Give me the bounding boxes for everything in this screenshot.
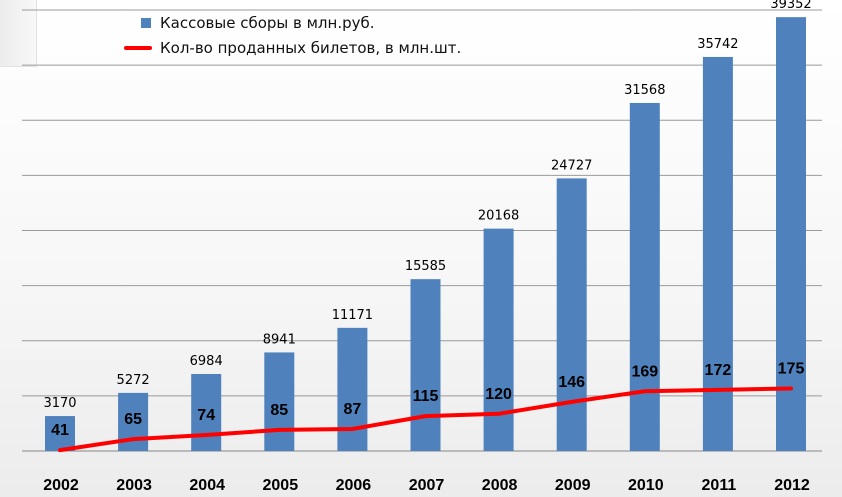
bar bbox=[337, 327, 368, 451]
bar-value-labels: 3170 5272 6984 8941 11171 15585 20168 24727 3156… bbox=[43, 0, 811, 411]
x-tick-label: 2004 bbox=[189, 477, 225, 494]
bar bbox=[483, 228, 514, 451]
bar-value-label: 35742 bbox=[697, 37, 738, 52]
bar-value-label: 31568 bbox=[624, 83, 665, 98]
line-value-labels: 41 65 74 85 87 115 120 146 169 172 175 bbox=[51, 361, 804, 440]
legend-bar-swatch bbox=[141, 17, 151, 28]
corner-shading bbox=[0, 0, 37, 67]
x-tick-label: 2003 bbox=[116, 477, 152, 494]
bar-value-label: 39352 bbox=[770, 0, 811, 12]
x-tick-label: 2009 bbox=[555, 477, 591, 494]
bar bbox=[264, 352, 295, 451]
bar-series bbox=[45, 17, 806, 452]
legend: Кассовые сборы в млн.руб. Кол-во проданн… bbox=[124, 10, 461, 60]
bar-value-label: 5272 bbox=[117, 373, 150, 388]
legend-item-line: Кол-во проданных билетов, в млн.шт. bbox=[124, 35, 461, 60]
line-value-label: 169 bbox=[631, 363, 658, 380]
x-tick-label: 2008 bbox=[482, 477, 518, 494]
line-value-label: 65 bbox=[124, 411, 142, 428]
legend-item-bars: Кассовые сборы в млн.руб. bbox=[124, 10, 461, 35]
x-tick-label: 2012 bbox=[774, 477, 810, 494]
bar-value-label: 3170 bbox=[43, 396, 76, 411]
bar-value-label: 11171 bbox=[332, 308, 373, 323]
bar bbox=[702, 56, 733, 451]
x-tick-label: 2005 bbox=[263, 477, 299, 494]
x-tick-label: 2002 bbox=[43, 477, 79, 494]
x-tick-label: 2010 bbox=[628, 477, 664, 494]
bar bbox=[410, 279, 441, 451]
bar-value-label: 8941 bbox=[263, 332, 296, 347]
bar bbox=[629, 102, 660, 451]
bar-value-label: 24727 bbox=[551, 158, 592, 173]
x-axis: 2002 2003 2004 2005 2006 2007 2008 2009 2010 2011… bbox=[43, 477, 810, 494]
x-tick-label: 2007 bbox=[409, 477, 445, 494]
bar bbox=[191, 374, 222, 451]
line-series bbox=[58, 386, 793, 453]
x-tick-label: 2011 bbox=[702, 477, 737, 494]
line-value-label: 41 bbox=[51, 422, 69, 439]
bar-value-label: 20168 bbox=[478, 209, 519, 224]
legend-bar-label: Кассовые сборы в млн.руб. bbox=[160, 13, 375, 32]
legend-line-label: Кол-во проданных билетов, в млн.шт. bbox=[160, 38, 462, 57]
bar bbox=[776, 17, 806, 452]
line-value-label: 146 bbox=[558, 374, 585, 391]
line-value-label: 74 bbox=[197, 407, 215, 424]
line-value-label: 87 bbox=[344, 401, 362, 418]
line-value-label: 120 bbox=[485, 386, 512, 403]
bar-value-label: 15585 bbox=[405, 259, 446, 274]
bar-value-label: 6984 bbox=[190, 354, 223, 369]
line-value-label: 115 bbox=[413, 388, 439, 405]
x-tick-label: 2006 bbox=[336, 477, 372, 494]
line-value-label: 175 bbox=[778, 361, 805, 378]
bar bbox=[556, 178, 587, 451]
bar bbox=[45, 416, 75, 451]
line-value-label: 172 bbox=[705, 362, 732, 379]
line-value-label: 85 bbox=[270, 402, 288, 419]
legend-line-swatch bbox=[124, 45, 152, 50]
